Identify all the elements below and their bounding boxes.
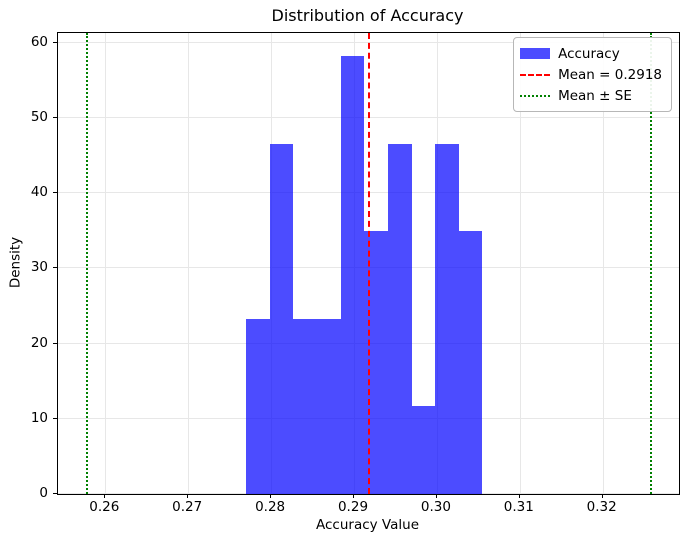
y-tick-label: 20 [30,334,48,351]
x-axis-label: Accuracy Value [316,517,419,533]
x-tick-mark [104,494,106,498]
y-tick-mark [53,41,57,43]
legend-label-se: Mean ± SE [558,87,632,104]
x-tick-mark [435,494,437,498]
y-tick-mark [53,417,57,419]
histogram-bar [340,55,365,494]
histogram-bar [435,143,459,494]
histogram-bar [387,143,412,494]
x-tick-mark [270,494,272,498]
legend-label-mean: Mean = 0.2918 [558,66,662,83]
y-tick-label: 60 [30,33,48,50]
histogram-bar [364,230,388,494]
mean-plus-se-line [649,33,652,494]
x-tick-label: 0.26 [89,499,120,515]
x-tick-mark [353,494,354,498]
x-tick-label: 0.29 [337,499,369,515]
legend-swatch-accuracy [520,48,551,59]
histogram-bar [246,318,270,494]
histogram-bar [317,318,341,494]
x-tick-mark [187,494,189,498]
histogram-bar [293,318,318,494]
histogram-bar [458,230,483,494]
x-tick-mark [518,494,520,498]
y-tick-label: 10 [30,409,48,426]
gridline-vertical [105,33,107,494]
histogram-bar [269,143,294,494]
y-tick-mark [53,267,57,269]
chart-title: Distribution of Accuracy [271,6,464,25]
gridline-vertical [519,33,521,494]
mean-minus-se-line [86,33,89,494]
plot-area: Accuracy Mean = 0.2918 Mean ± SE [57,32,680,495]
y-tick-mark [53,342,57,344]
x-tick-label: 0.32 [586,499,617,515]
x-tick-label: 0.30 [420,499,451,515]
x-tick-label: 0.27 [172,499,203,515]
legend-dashed-line-icon [520,73,551,76]
histogram-bar [411,406,436,494]
x-tick-mark [601,494,603,498]
legend-item-se: Mean ± SE [520,85,662,106]
legend-item-accuracy: Accuracy [520,43,662,64]
x-tick-label: 0.28 [255,499,286,515]
legend-label-accuracy: Accuracy [558,45,620,62]
mean-line [367,33,370,494]
y-tick-label: 0 [39,485,48,501]
y-tick-label: 50 [30,109,48,125]
y-tick-label: 40 [30,184,48,201]
legend: Accuracy Mean = 0.2918 Mean ± SE [513,37,672,112]
legend-item-mean: Mean = 0.2918 [520,64,662,85]
y-tick-mark [53,493,57,494]
x-tick-label: 0.31 [503,499,534,515]
gridline-vertical [602,33,604,494]
gridline-vertical [188,33,190,494]
y-tick-mark [53,192,57,194]
y-tick-label: 30 [30,259,48,276]
legend-dotted-line-icon [520,94,551,97]
y-tick-mark [53,117,57,118]
